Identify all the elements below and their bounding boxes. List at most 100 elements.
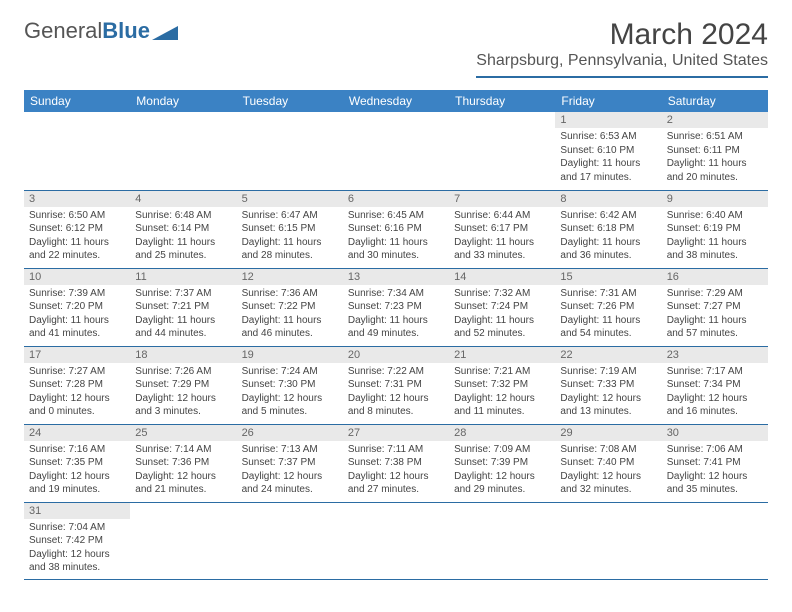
day-number: 22 <box>555 347 661 363</box>
day-text: Sunrise: 7:17 AMSunset: 7:34 PMDaylight:… <box>662 363 768 423</box>
calendar-cell <box>237 112 343 190</box>
day-text: Sunrise: 7:21 AMSunset: 7:32 PMDaylight:… <box>449 363 555 423</box>
day-text: Sunrise: 6:47 AMSunset: 6:15 PMDaylight:… <box>237 207 343 267</box>
day-number: 26 <box>237 425 343 441</box>
calendar-cell: 11Sunrise: 7:37 AMSunset: 7:21 PMDayligh… <box>130 268 236 346</box>
calendar-cell: 16Sunrise: 7:29 AMSunset: 7:27 PMDayligh… <box>662 268 768 346</box>
calendar-cell: 4Sunrise: 6:48 AMSunset: 6:14 PMDaylight… <box>130 190 236 268</box>
day-text: Sunrise: 7:31 AMSunset: 7:26 PMDaylight:… <box>555 285 661 345</box>
day-text: Sunrise: 6:50 AMSunset: 6:12 PMDaylight:… <box>24 207 130 267</box>
calendar-cell: 5Sunrise: 6:47 AMSunset: 6:15 PMDaylight… <box>237 190 343 268</box>
day-number: 29 <box>555 425 661 441</box>
calendar-cell: 25Sunrise: 7:14 AMSunset: 7:36 PMDayligh… <box>130 424 236 502</box>
logo-text-2: Blue <box>102 18 150 44</box>
day-text: Sunrise: 7:32 AMSunset: 7:24 PMDaylight:… <box>449 285 555 345</box>
calendar-cell: 3Sunrise: 6:50 AMSunset: 6:12 PMDaylight… <box>24 190 130 268</box>
day-number: 11 <box>130 269 236 285</box>
calendar-cell: 6Sunrise: 6:45 AMSunset: 6:16 PMDaylight… <box>343 190 449 268</box>
calendar-cell: 27Sunrise: 7:11 AMSunset: 7:38 PMDayligh… <box>343 424 449 502</box>
day-text: Sunrise: 7:39 AMSunset: 7:20 PMDaylight:… <box>24 285 130 345</box>
calendar-cell <box>662 502 768 579</box>
day-number: 21 <box>449 347 555 363</box>
calendar-cell: 18Sunrise: 7:26 AMSunset: 7:29 PMDayligh… <box>130 346 236 424</box>
day-number: 30 <box>662 425 768 441</box>
page-title: March 2024 <box>476 18 768 52</box>
day-number: 12 <box>237 269 343 285</box>
calendar-row: 1Sunrise: 6:53 AMSunset: 6:10 PMDaylight… <box>24 112 768 190</box>
day-text: Sunrise: 7:16 AMSunset: 7:35 PMDaylight:… <box>24 441 130 501</box>
calendar-cell: 9Sunrise: 6:40 AMSunset: 6:19 PMDaylight… <box>662 190 768 268</box>
day-text: Sunrise: 7:04 AMSunset: 7:42 PMDaylight:… <box>24 519 130 579</box>
logo: GeneralBlue <box>24 18 178 44</box>
day-text: Sunrise: 7:27 AMSunset: 7:28 PMDaylight:… <box>24 363 130 423</box>
day-text: Sunrise: 7:37 AMSunset: 7:21 PMDaylight:… <box>130 285 236 345</box>
calendar-cell <box>343 112 449 190</box>
day-text: Sunrise: 6:40 AMSunset: 6:19 PMDaylight:… <box>662 207 768 267</box>
calendar-cell: 26Sunrise: 7:13 AMSunset: 7:37 PMDayligh… <box>237 424 343 502</box>
calendar-body: 1Sunrise: 6:53 AMSunset: 6:10 PMDaylight… <box>24 112 768 579</box>
calendar-cell: 14Sunrise: 7:32 AMSunset: 7:24 PMDayligh… <box>449 268 555 346</box>
calendar-row: 24Sunrise: 7:16 AMSunset: 7:35 PMDayligh… <box>24 424 768 502</box>
calendar-cell: 28Sunrise: 7:09 AMSunset: 7:39 PMDayligh… <box>449 424 555 502</box>
calendar-cell: 19Sunrise: 7:24 AMSunset: 7:30 PMDayligh… <box>237 346 343 424</box>
day-number: 4 <box>130 191 236 207</box>
day-number: 3 <box>24 191 130 207</box>
calendar-cell <box>343 502 449 579</box>
day-text: Sunrise: 7:22 AMSunset: 7:31 PMDaylight:… <box>343 363 449 423</box>
day-text: Sunrise: 7:29 AMSunset: 7:27 PMDaylight:… <box>662 285 768 345</box>
day-header: Tuesday <box>237 90 343 112</box>
day-text: Sunrise: 7:13 AMSunset: 7:37 PMDaylight:… <box>237 441 343 501</box>
day-text: Sunrise: 7:11 AMSunset: 7:38 PMDaylight:… <box>343 441 449 501</box>
calendar-cell: 22Sunrise: 7:19 AMSunset: 7:33 PMDayligh… <box>555 346 661 424</box>
calendar-cell <box>449 502 555 579</box>
calendar-cell <box>24 112 130 190</box>
day-number: 20 <box>343 347 449 363</box>
day-text: Sunrise: 7:36 AMSunset: 7:22 PMDaylight:… <box>237 285 343 345</box>
day-text: Sunrise: 6:45 AMSunset: 6:16 PMDaylight:… <box>343 207 449 267</box>
day-number: 27 <box>343 425 449 441</box>
day-number: 13 <box>343 269 449 285</box>
day-text: Sunrise: 7:09 AMSunset: 7:39 PMDaylight:… <box>449 441 555 501</box>
calendar-cell: 8Sunrise: 6:42 AMSunset: 6:18 PMDaylight… <box>555 190 661 268</box>
day-text: Sunrise: 6:48 AMSunset: 6:14 PMDaylight:… <box>130 207 236 267</box>
calendar-cell: 30Sunrise: 7:06 AMSunset: 7:41 PMDayligh… <box>662 424 768 502</box>
calendar-cell: 15Sunrise: 7:31 AMSunset: 7:26 PMDayligh… <box>555 268 661 346</box>
calendar-cell: 2Sunrise: 6:51 AMSunset: 6:11 PMDaylight… <box>662 112 768 190</box>
calendar-cell <box>555 502 661 579</box>
calendar-cell: 20Sunrise: 7:22 AMSunset: 7:31 PMDayligh… <box>343 346 449 424</box>
day-number: 2 <box>662 112 768 128</box>
day-number: 19 <box>237 347 343 363</box>
calendar-cell: 21Sunrise: 7:21 AMSunset: 7:32 PMDayligh… <box>449 346 555 424</box>
day-header: Thursday <box>449 90 555 112</box>
day-header: Friday <box>555 90 661 112</box>
calendar-row: 17Sunrise: 7:27 AMSunset: 7:28 PMDayligh… <box>24 346 768 424</box>
day-header-row: SundayMondayTuesdayWednesdayThursdayFrid… <box>24 90 768 112</box>
day-number: 8 <box>555 191 661 207</box>
calendar-cell: 10Sunrise: 7:39 AMSunset: 7:20 PMDayligh… <box>24 268 130 346</box>
day-number: 28 <box>449 425 555 441</box>
day-number: 7 <box>449 191 555 207</box>
day-number: 17 <box>24 347 130 363</box>
day-header: Saturday <box>662 90 768 112</box>
day-text: Sunrise: 7:34 AMSunset: 7:23 PMDaylight:… <box>343 285 449 345</box>
day-number: 31 <box>24 503 130 519</box>
day-header: Monday <box>130 90 236 112</box>
calendar-cell: 24Sunrise: 7:16 AMSunset: 7:35 PMDayligh… <box>24 424 130 502</box>
day-number: 10 <box>24 269 130 285</box>
calendar-cell <box>449 112 555 190</box>
day-number: 1 <box>555 112 661 128</box>
calendar: SundayMondayTuesdayWednesdayThursdayFrid… <box>24 90 768 580</box>
calendar-cell <box>130 502 236 579</box>
day-number: 5 <box>237 191 343 207</box>
calendar-cell: 23Sunrise: 7:17 AMSunset: 7:34 PMDayligh… <box>662 346 768 424</box>
calendar-cell: 1Sunrise: 6:53 AMSunset: 6:10 PMDaylight… <box>555 112 661 190</box>
day-text: Sunrise: 7:06 AMSunset: 7:41 PMDaylight:… <box>662 441 768 501</box>
calendar-cell <box>237 502 343 579</box>
day-number: 23 <box>662 347 768 363</box>
calendar-cell: 17Sunrise: 7:27 AMSunset: 7:28 PMDayligh… <box>24 346 130 424</box>
day-text: Sunrise: 6:44 AMSunset: 6:17 PMDaylight:… <box>449 207 555 267</box>
header: GeneralBlue March 2024 Sharpsburg, Penns… <box>0 0 792 82</box>
day-number: 6 <box>343 191 449 207</box>
day-number: 24 <box>24 425 130 441</box>
day-text: Sunrise: 6:53 AMSunset: 6:10 PMDaylight:… <box>555 128 661 188</box>
